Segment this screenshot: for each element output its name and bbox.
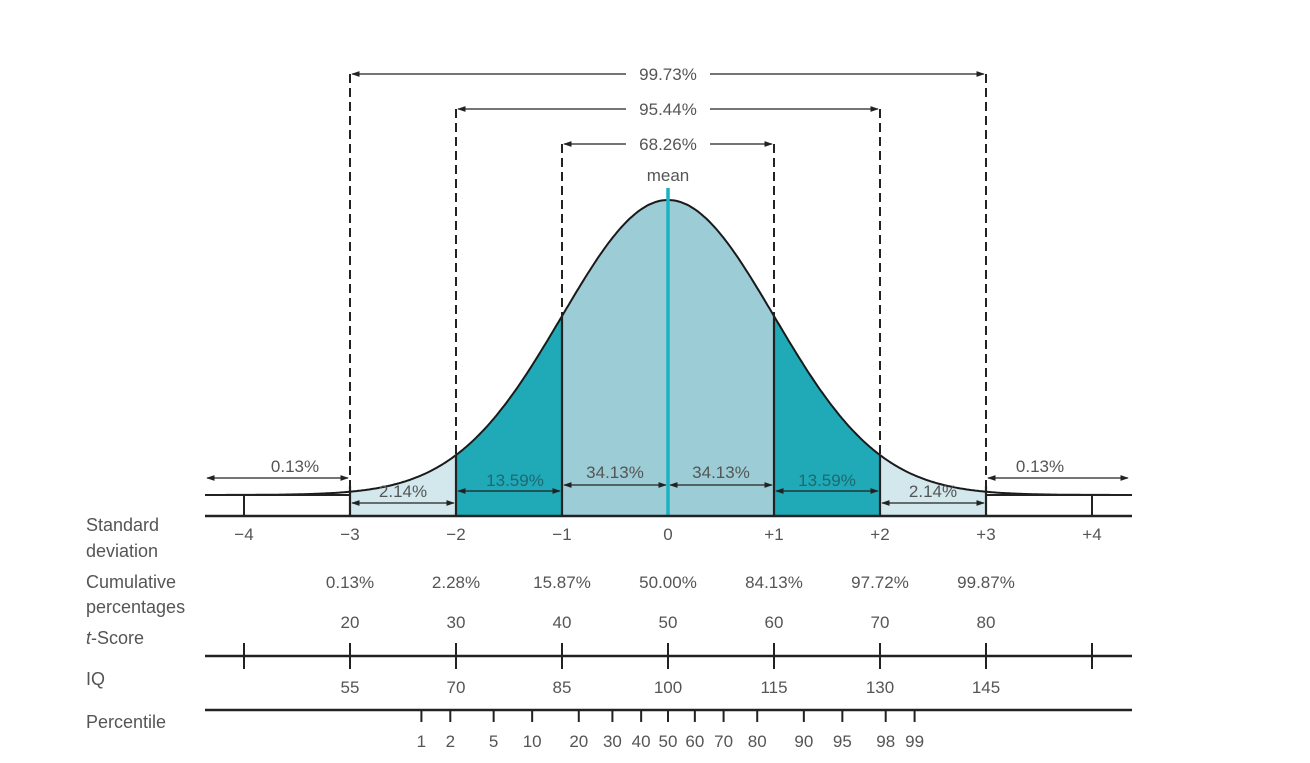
- percentile-value: 90: [794, 732, 813, 751]
- percentile-value: 60: [685, 732, 704, 751]
- row-label-cumulative-2: percentages: [86, 597, 185, 617]
- axes-layer: [205, 316, 1132, 722]
- iq-value: 100: [654, 678, 682, 697]
- cumulative-value: 15.87%: [533, 573, 591, 592]
- row-label-t-score: t-Score: [86, 628, 144, 648]
- percentile-value: 30: [603, 732, 622, 751]
- sd-tick-label: −4: [234, 525, 253, 544]
- sd-tick-label: +2: [870, 525, 889, 544]
- iq-value: 70: [447, 678, 466, 697]
- span-label-3: 99.73%: [639, 65, 697, 84]
- percentile-value: 5: [489, 732, 498, 751]
- iq-value: 130: [866, 678, 894, 697]
- t-score-value: 70: [871, 613, 890, 632]
- t-score-value: 30: [447, 613, 466, 632]
- cumulative-value: 2.28%: [432, 573, 480, 592]
- percentile-value: 10: [523, 732, 542, 751]
- sd-tick-label: −3: [340, 525, 359, 544]
- percentile-value: 80: [748, 732, 767, 751]
- curve-layer: [212, 188, 1124, 516]
- sd-tick-label: +3: [976, 525, 995, 544]
- span-label-2: 95.44%: [639, 100, 697, 119]
- labels-layer: mean Standard deviation Cumulative perce…: [86, 166, 1102, 751]
- cumulative-value: 50.00%: [639, 573, 697, 592]
- region-label-7: 0.13%: [1016, 457, 1064, 476]
- sd-tick-label: 0: [663, 525, 672, 544]
- percentile-value: 95: [833, 732, 852, 751]
- percentile-value: 20: [569, 732, 588, 751]
- iq-value: 145: [972, 678, 1000, 697]
- iq-value: 115: [760, 678, 787, 697]
- regions-layer: [206, 200, 1129, 516]
- t-score-value: 50: [659, 613, 678, 632]
- percentile-value: 70: [714, 732, 733, 751]
- percentile-value: 50: [659, 732, 678, 751]
- t-score-value: 20: [341, 613, 360, 632]
- t-score-label-prefix: t: [86, 628, 92, 648]
- spans-layer: 68.26% 95.44% 99.73%: [349, 65, 987, 486]
- region-label-1: 2.14%: [379, 482, 427, 501]
- t-score-label-suffix: -Score: [91, 628, 144, 648]
- cumulative-value: 99.87%: [957, 573, 1015, 592]
- span-label-1: 68.26%: [639, 135, 697, 154]
- region-2: [456, 316, 562, 516]
- region-4: [668, 200, 774, 516]
- region-5: [774, 316, 880, 516]
- sd-tick-label: +1: [764, 525, 783, 544]
- row-label-percentile: Percentile: [86, 712, 166, 732]
- region-3: [562, 200, 668, 516]
- cumulative-value: 0.13%: [326, 573, 374, 592]
- t-score-value: 40: [553, 613, 572, 632]
- iq-value: 85: [553, 678, 572, 697]
- region-label-2: 13.59%: [486, 471, 544, 490]
- percentile-value: 40: [632, 732, 651, 751]
- cumulative-value: 84.13%: [745, 573, 803, 592]
- sd-tick-label: +4: [1082, 525, 1101, 544]
- mean-label: mean: [647, 166, 690, 185]
- region-label-5: 13.59%: [798, 471, 856, 490]
- row-label-standard-deviation-1: Standard: [86, 515, 159, 535]
- sd-tick-label: −2: [446, 525, 465, 544]
- percentile-value: 1: [417, 732, 426, 751]
- percentile-value: 98: [876, 732, 895, 751]
- iq-value: 55: [341, 678, 360, 697]
- region-label-6: 2.14%: [909, 482, 957, 501]
- row-label-standard-deviation-2: deviation: [86, 541, 158, 561]
- row-label-iq: IQ: [86, 669, 105, 689]
- percentile-value: 99: [905, 732, 924, 751]
- cumulative-value: 97.72%: [851, 573, 909, 592]
- t-score-value: 80: [977, 613, 996, 632]
- t-score-value: 60: [765, 613, 784, 632]
- percentile-value: 2: [446, 732, 455, 751]
- region-label-3: 34.13%: [586, 463, 644, 482]
- region-label-0: 0.13%: [271, 457, 319, 476]
- region-label-4: 34.13%: [692, 463, 750, 482]
- row-label-cumulative-1: Cumulative: [86, 572, 176, 592]
- sd-tick-label: −1: [552, 525, 571, 544]
